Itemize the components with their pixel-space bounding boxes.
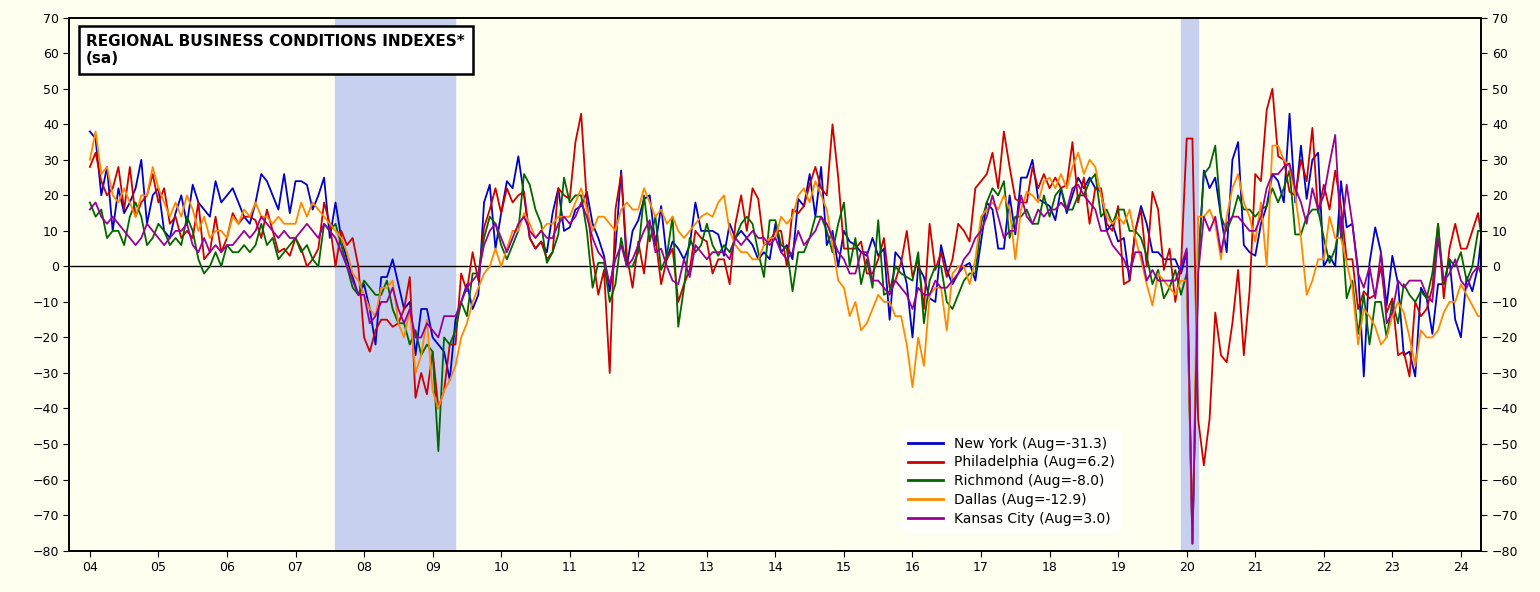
Text: REGIONAL BUSINESS CONDITIONS INDEXES*
(sa): REGIONAL BUSINESS CONDITIONS INDEXES* (s… [86,34,465,66]
Bar [1181,18,1198,551]
Bar [336,18,456,551]
Legend: New York (Aug=-31.3), Philadelphia (Aug=6.2), Richmond (Aug=-8.0), Dallas (Aug=-: New York (Aug=-31.3), Philadelphia (Aug=… [901,430,1121,533]
